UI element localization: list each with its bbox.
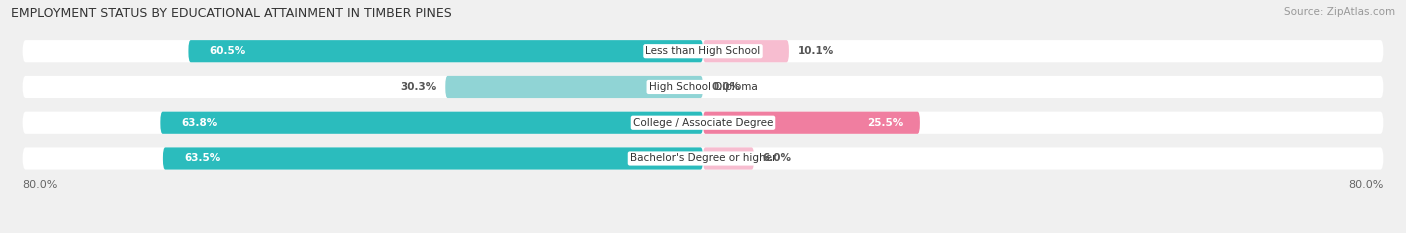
FancyBboxPatch shape [163,147,703,170]
Text: 10.1%: 10.1% [797,46,834,56]
Text: High School Diploma: High School Diploma [648,82,758,92]
Text: 25.5%: 25.5% [866,118,903,128]
FancyBboxPatch shape [22,147,1384,170]
FancyBboxPatch shape [160,112,703,134]
Text: EMPLOYMENT STATUS BY EDUCATIONAL ATTAINMENT IN TIMBER PINES: EMPLOYMENT STATUS BY EDUCATIONAL ATTAINM… [11,7,451,20]
Text: 63.8%: 63.8% [181,118,218,128]
FancyBboxPatch shape [22,40,1384,62]
Text: 6.0%: 6.0% [762,154,792,164]
FancyBboxPatch shape [22,112,1384,134]
FancyBboxPatch shape [188,40,703,62]
Text: Less than High School: Less than High School [645,46,761,56]
Text: 0.0%: 0.0% [711,82,741,92]
Text: College / Associate Degree: College / Associate Degree [633,118,773,128]
FancyBboxPatch shape [22,76,1384,98]
Text: 30.3%: 30.3% [401,82,437,92]
Text: 63.5%: 63.5% [184,154,221,164]
Text: 80.0%: 80.0% [1348,180,1384,190]
Text: 80.0%: 80.0% [22,180,58,190]
Text: Source: ZipAtlas.com: Source: ZipAtlas.com [1284,7,1395,17]
FancyBboxPatch shape [703,147,754,170]
Text: 60.5%: 60.5% [209,46,246,56]
Text: Bachelor's Degree or higher: Bachelor's Degree or higher [630,154,776,164]
FancyBboxPatch shape [703,112,920,134]
FancyBboxPatch shape [446,76,703,98]
FancyBboxPatch shape [703,40,789,62]
